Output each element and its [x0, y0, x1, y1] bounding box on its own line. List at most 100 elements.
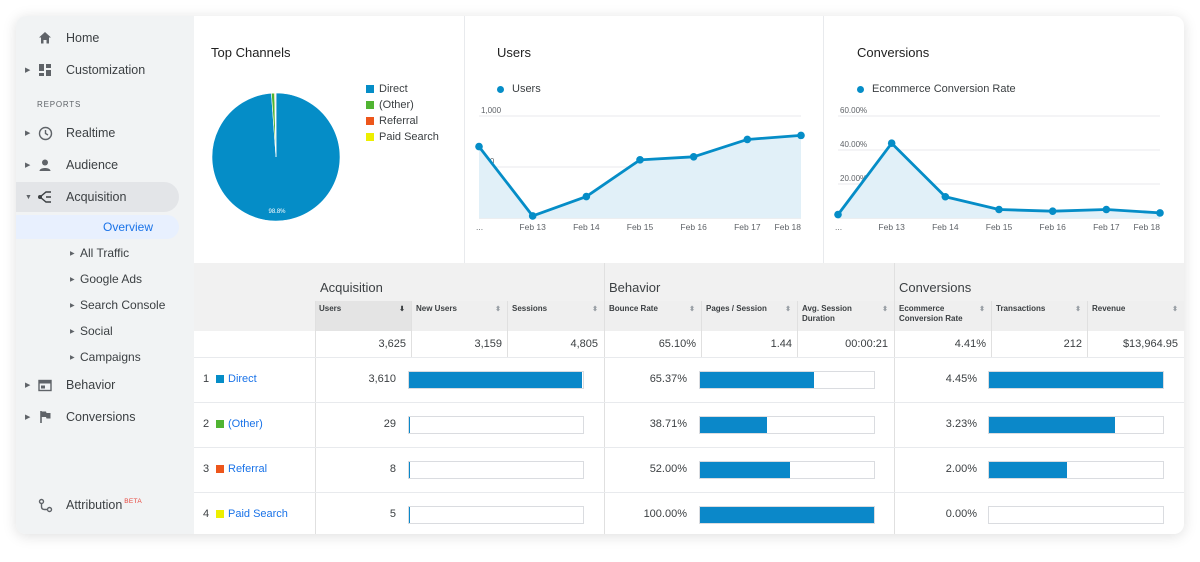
data-point	[689, 153, 698, 161]
bounce-bar	[699, 416, 875, 434]
group-title: Behavior	[609, 280, 661, 295]
row-channel-link[interactable]: (Other)	[228, 418, 263, 430]
sidebar-sub-google-ads[interactable]: ▶ Google Ads	[16, 267, 179, 291]
caret-down-icon: ▼	[25, 193, 32, 201]
data-point	[941, 192, 950, 201]
y-tick-label: 20.00%	[840, 174, 867, 183]
sidebar-sub-search-console[interactable]: ▶ Search Console	[16, 293, 179, 317]
sidebar-item-acquisition[interactable]: ▼ Acquisition	[16, 182, 179, 212]
column-header-revenue[interactable]: Revenue ⬍	[1088, 301, 1184, 331]
x-tick-label: Feb 13	[878, 222, 905, 232]
column-divider	[507, 301, 508, 357]
sidebar-item-attribution[interactable]: Attribution BETA	[16, 490, 194, 520]
legend-label: Ecommerce Conversion Rate	[872, 83, 1016, 95]
column-header-pages-session[interactable]: Pages / Session ⬍	[702, 301, 797, 331]
row-divider	[194, 492, 1184, 493]
conversions-line-chart: 60.00% 40.00% 20.00%... Feb 13 Feb 14 Feb 15 F…	[834, 106, 1164, 232]
sort-icon[interactable]: ⬍	[495, 306, 501, 313]
sort-desc-icon[interactable]: ⬇	[399, 306, 405, 313]
top-channels-panel: Top Channels 98.8% Direct (Other) Referr…	[194, 16, 464, 263]
row-channel-link[interactable]: Direct	[228, 373, 257, 385]
sidebar-item-behavior[interactable]: ▶ Behavior	[16, 370, 194, 400]
row-users-value: 8	[389, 463, 396, 475]
sort-icon[interactable]: ⬍	[1075, 306, 1081, 313]
column-header-sessions[interactable]: Sessions ⬍	[508, 301, 604, 331]
sidebar-item-label: Behavior	[66, 378, 116, 392]
sidebar-item-audience[interactable]: ▶ Audience	[16, 150, 194, 180]
row-users-value: 3,610	[368, 373, 396, 385]
data-point	[582, 192, 591, 201]
users-bar	[408, 416, 584, 434]
row-bounce-value: 38.71%	[649, 418, 687, 430]
column-header-avg-session[interactable]: Avg. Session Duration ⬍	[798, 301, 894, 331]
sidebar-sub-label: Google Ads	[80, 272, 143, 286]
sidebar-sub-social[interactable]: ▶ Social	[16, 319, 179, 343]
column-header-users[interactable]: Users ⬇	[315, 301, 411, 331]
row-conversion-value: 3.23%	[945, 418, 977, 430]
column-header-transactions[interactable]: Transactions ⬍	[992, 301, 1087, 331]
row-number: 4	[203, 508, 210, 520]
row-bounce-value: 100.00%	[643, 508, 687, 520]
column-header-ecommerce-rate[interactable]: Ecommerce Conversion Rate ⬍	[895, 301, 991, 331]
column-label: New Users	[416, 304, 457, 313]
x-tick-label: Feb 14	[932, 222, 959, 232]
sort-icon[interactable]: ⬍	[785, 306, 791, 313]
legend-label: Direct	[379, 83, 408, 95]
y-tick-label: 60.00%	[840, 106, 867, 115]
conversion-bar	[988, 461, 1164, 479]
legend-swatch	[366, 117, 374, 125]
column-divider	[991, 301, 992, 357]
total-bounce-rate: 65.10%	[658, 338, 696, 350]
sidebar-sub-campaigns[interactable]: ▶ Campaigns	[16, 345, 179, 369]
total-transactions: 212	[1063, 338, 1082, 350]
sort-icon[interactable]: ⬍	[882, 306, 888, 313]
sidebar-item-conversions[interactable]: ▶ Conversions	[16, 402, 194, 432]
acquisition-icon	[36, 188, 54, 206]
reports-section-label: REPORTS	[37, 100, 82, 109]
y-tick-label: 40.00%	[840, 140, 867, 149]
group-header-conversions: Conversions	[894, 263, 1184, 301]
x-tick-label: Feb 14	[573, 222, 600, 232]
data-point	[797, 131, 805, 140]
legend-label: Referral	[379, 115, 419, 127]
sidebar-item-label: Audience	[66, 158, 119, 172]
column-label: Pages / Session	[706, 304, 767, 313]
table-row: 3 Referral 8 52.00% 2.00%	[194, 448, 1184, 492]
column-header-new-users[interactable]: New Users ⬍	[412, 301, 507, 331]
column-label: Users	[319, 304, 342, 313]
row-color-swatch	[216, 375, 224, 383]
caret-right-icon: ▶	[25, 414, 31, 421]
bounce-bar	[699, 506, 875, 524]
analytics-window: Home ▶ Customization REPORTS ▶ Realtime …	[16, 16, 1184, 534]
sidebar-sub-label: Social	[80, 324, 113, 338]
caret-right-icon: ▶	[70, 302, 75, 309]
x-tick-label: Feb 16	[1039, 222, 1066, 232]
data-point	[1156, 209, 1164, 217]
legend-swatch	[366, 101, 374, 109]
column-divider	[797, 301, 798, 357]
row-channel-link[interactable]: Referral	[228, 463, 268, 475]
table-row: 1 Direct 3,610 65.37% 4.45%	[194, 358, 1184, 402]
row-divider	[194, 357, 1184, 358]
sort-icon[interactable]: ⬍	[592, 306, 598, 313]
caret-right-icon: ▶	[70, 328, 75, 335]
sort-icon[interactable]: ⬍	[979, 306, 985, 313]
bounce-bar-fill	[700, 417, 768, 433]
sidebar-sub-all-traffic[interactable]: ▶ All Traffic	[16, 241, 179, 265]
row-channel-link[interactable]: Paid Search	[228, 508, 288, 520]
sidebar-item-label: Customization	[66, 63, 146, 77]
sort-icon[interactable]: ⬍	[1172, 306, 1178, 313]
conversion-bar-fill	[989, 417, 1116, 433]
sidebar-item-label: Home	[66, 31, 100, 45]
sort-icon[interactable]: ⬍	[689, 306, 695, 313]
sidebar-item-customization[interactable]: ▶ Customization	[16, 55, 194, 85]
sidebar-item-home[interactable]: Home	[16, 23, 194, 53]
data-point	[475, 142, 483, 151]
sidebar-item-realtime[interactable]: ▶ Realtime	[16, 118, 194, 148]
row-users-value: 29	[383, 418, 396, 430]
home-icon	[36, 29, 54, 47]
legend-item: Paid Search	[366, 131, 439, 143]
column-label: Revenue	[1092, 304, 1126, 313]
column-header-bounce-rate[interactable]: Bounce Rate ⬍	[605, 301, 701, 331]
sidebar-sub-overview[interactable]: Overview	[16, 215, 179, 239]
